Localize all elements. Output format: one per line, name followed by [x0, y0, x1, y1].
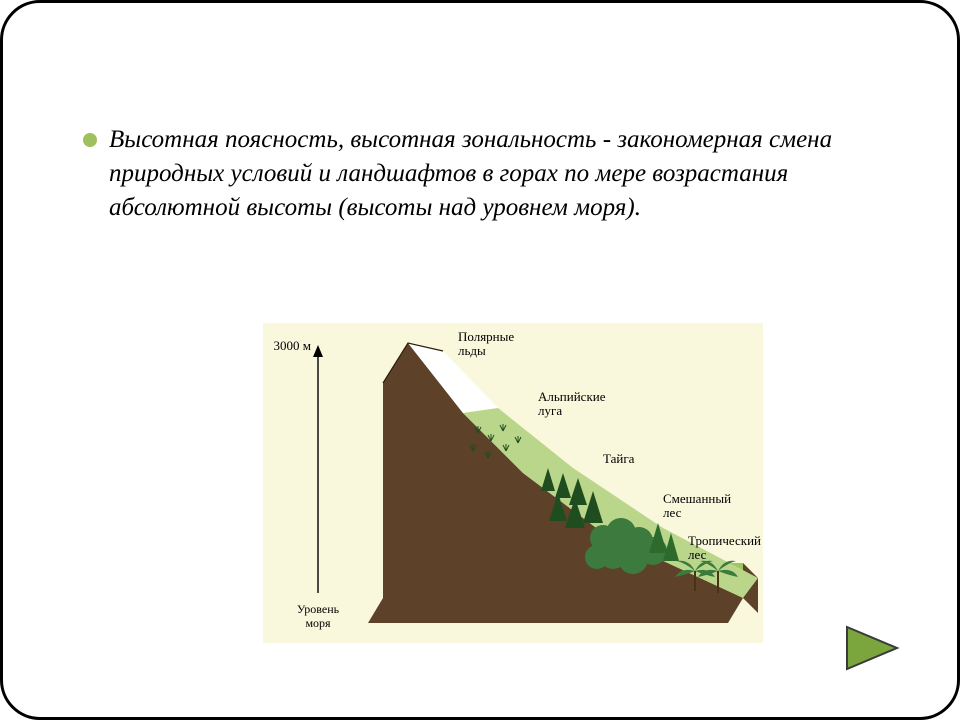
label-tropical: Тропический [688, 533, 761, 548]
label-polar: Полярные [458, 329, 514, 344]
label-mixed-2: лес [663, 505, 682, 520]
axis-top-label: 3000 м [274, 338, 311, 353]
next-button[interactable] [841, 621, 903, 675]
definition-text: Высотная поясность, высотная зональность… [109, 123, 877, 224]
label-polar-2: льды [458, 343, 486, 358]
axis-bottom-label-2: моря [305, 616, 331, 630]
next-arrow-icon [841, 621, 903, 675]
label-tropical-2: лес [688, 547, 707, 562]
label-mixed: Смешанный [663, 491, 731, 506]
label-alpine-2: луга [538, 403, 562, 418]
label-taiga: Тайга [603, 451, 635, 466]
diagram-svg: 3000 м Уровень моря [263, 323, 763, 643]
slide-frame: Высотная поясность, высотная зональность… [0, 0, 960, 720]
axis-bottom-label-1: Уровень [297, 602, 340, 616]
content-area: Высотная поясность, высотная зональность… [3, 3, 957, 224]
altitudinal-zonation-diagram: 3000 м Уровень моря [263, 323, 763, 643]
bullet-icon [83, 133, 97, 147]
label-alpine: Альпийские [538, 389, 606, 404]
bullet-paragraph: Высотная поясность, высотная зональность… [83, 123, 877, 224]
